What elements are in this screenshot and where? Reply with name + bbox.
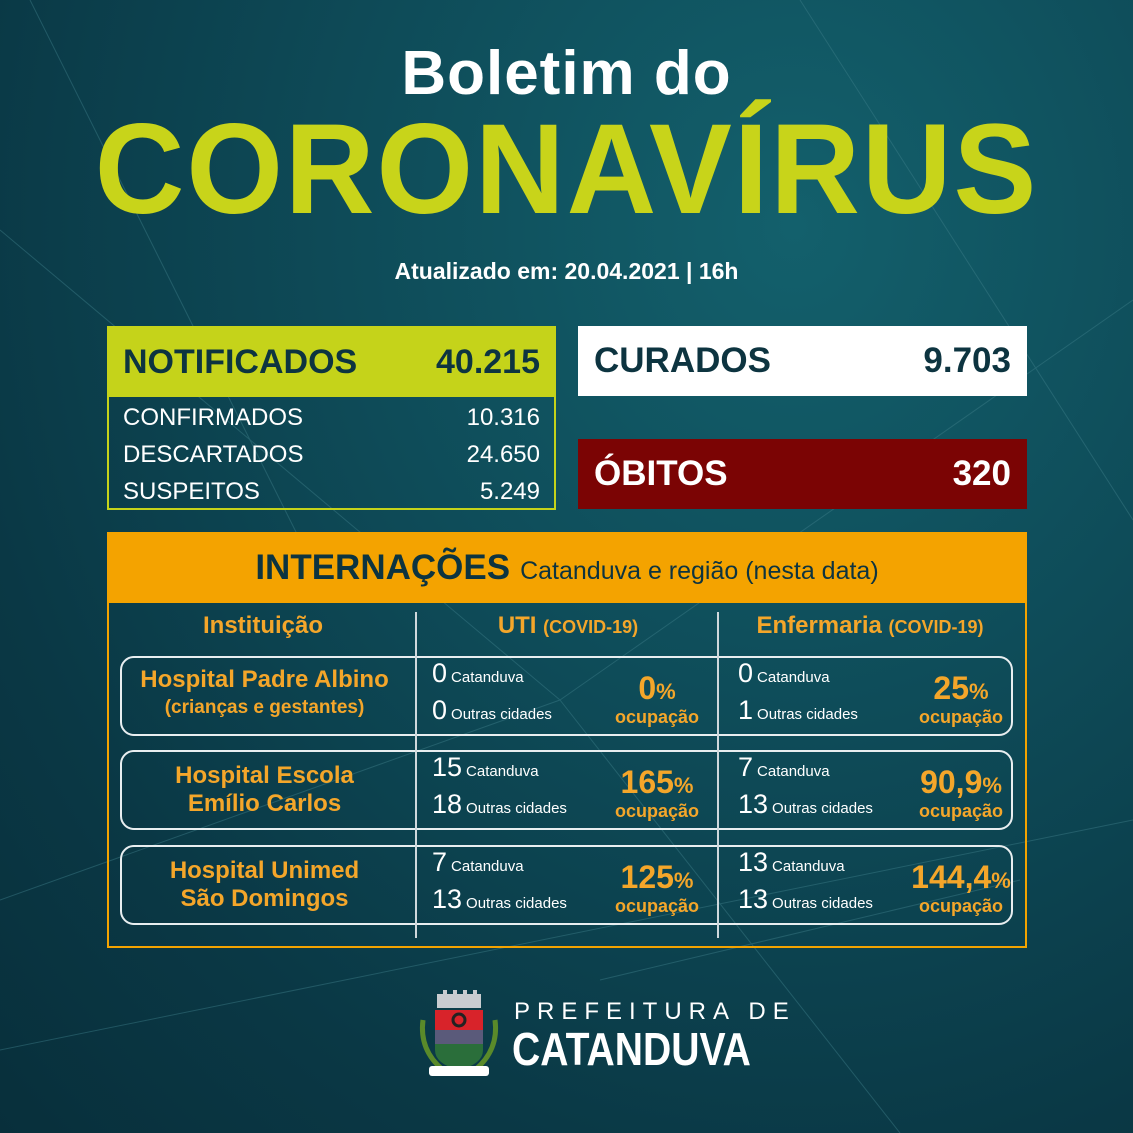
column-header-enfermaria: Enfermaria (COVID-19) (756, 612, 984, 639)
enf-occupancy: 144,4% ocupação (911, 859, 1011, 916)
enf-outras-count: 13 Outras cidades (738, 884, 873, 914)
suspeitos-row: SUSPEITOS 5.249 (109, 473, 554, 510)
uti-outras-count: 13 Outras cidades (432, 884, 567, 914)
enf-outras-count: 1 Outras cidades (738, 695, 858, 725)
internacoes-panel: INTERNAÇÕES Catanduva e região (nesta dat… (107, 532, 1027, 948)
uti-occupancy: 165% ocupação (614, 764, 700, 821)
obitos-box: ÓBITOS 320 (578, 439, 1027, 509)
hospital-row (120, 750, 1013, 830)
updated-date: Atualizado em: 20.04.2021 | 16h (394, 258, 739, 284)
row-label: DESCARTADOS (123, 440, 304, 468)
hospital-name: Hospital Padre Albino (crianças e gestant… (140, 666, 389, 718)
enf-occupancy: 90,9% ocupação (918, 764, 1004, 821)
notificados-label: NOTIFICADOS (123, 343, 358, 381)
internacoes-subtitle: Catanduva e região (nesta data) (520, 557, 879, 585)
uti-catanduva-count: 0 Catanduva (432, 658, 524, 688)
row-label: CONFIRMADOS (123, 403, 303, 431)
obitos-value: 320 (952, 454, 1011, 493)
column-divider (717, 612, 719, 938)
column-header-uti: UTI (COVID-19) (497, 612, 639, 639)
curados-label: CURADOS (594, 341, 771, 380)
enf-outras-count: 13 Outras cidades (738, 789, 873, 819)
title-line2: CORONAVÍRUS (94, 98, 1039, 241)
notificados-box: NOTIFICADOS 40.215 CONFIRMADOS 10.316 DESC… (107, 326, 556, 510)
curados-box: CURADOS 9.703 (578, 326, 1027, 396)
column-header-instituicao: Instituição (202, 612, 323, 639)
catanduva-crest-logo (419, 990, 499, 1076)
obitos-label: ÓBITOS (594, 454, 728, 493)
uti-occupancy: 0% ocupação (614, 670, 700, 727)
hospital-row (120, 656, 1013, 736)
uti-catanduva-count: 7 Catanduva (432, 847, 524, 877)
notificados-value: 40.215 (436, 343, 540, 381)
uti-occupancy: 125% ocupação (614, 859, 700, 916)
row-value: 24.650 (466, 440, 540, 468)
title-line1: Boletim do (401, 39, 732, 108)
uti-outras-count: 18 Outras cidades (432, 789, 567, 819)
row-value: 5.249 (479, 477, 540, 505)
enf-catanduva-count: 7 Catanduva (738, 752, 830, 782)
column-divider (415, 612, 417, 938)
prefeitura-label: PREFEITURA DE (514, 998, 796, 1025)
uti-outras-count: 0 Outras cidades (432, 695, 552, 725)
enf-catanduva-count: 13 Catanduva (738, 847, 845, 877)
enf-occupancy: 25% ocupação (918, 670, 1004, 727)
enf-catanduva-count: 0 Catanduva (738, 658, 830, 688)
descartados-row: DESCARTADOS 24.650 (109, 436, 554, 473)
catanduva-label: CATANDUVA (512, 1023, 751, 1075)
confirmados-row: CONFIRMADOS 10.316 (109, 399, 554, 436)
row-label: SUSPEITOS (123, 477, 260, 505)
uti-catanduva-count: 15 Catanduva (432, 752, 539, 782)
row-value: 10.316 (466, 403, 540, 431)
curados-value: 9.703 (923, 341, 1011, 380)
hospital-row (120, 845, 1013, 925)
hospital-name: Hospital Unimed São Domingos (169, 857, 360, 912)
internacoes-title: INTERNAÇÕES (255, 548, 511, 587)
hospital-name: Hospital Escola Emílio Carlos (175, 762, 354, 817)
